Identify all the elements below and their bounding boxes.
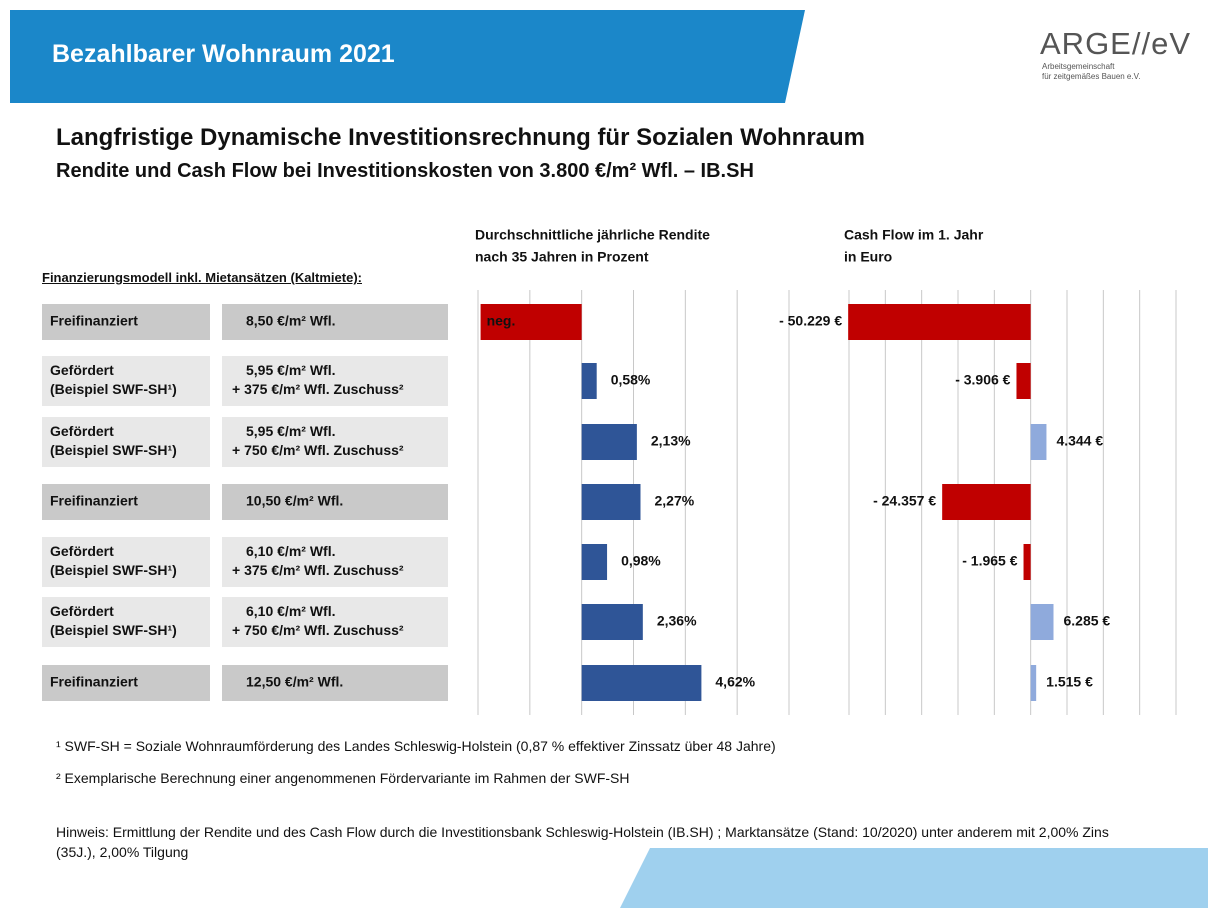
header-band [10,10,805,103]
rent-text: 6,10 €/m² Wfl. [246,603,335,619]
footnote: ² Exemplarische Berechnung einer angenom… [56,770,630,786]
bar [581,363,597,399]
model-cell [42,665,210,701]
model-cell [42,484,210,520]
value-label: - 24.357 € [873,493,936,509]
model-text: Freifinanziert [50,313,138,329]
rent-text: 12,50 €/m² Wfl. [246,674,343,690]
rent-text: + 375 €/m² Wfl. Zuschuss² [232,562,404,578]
bar [942,484,1031,520]
rent-cell [222,417,448,467]
value-label: neg. [487,313,516,329]
value-label: - 1.965 € [962,553,1017,569]
bar [581,665,702,701]
model-text: Gefördert [50,543,114,559]
model-text: Gefördert [50,423,114,439]
rent-text: 5,95 €/m² Wfl. [246,423,335,439]
table-heading: Finanzierungsmodell inkl. Mietansätzen (… [42,270,362,285]
model-cell [42,537,210,587]
bar [1030,424,1047,460]
note: Hinweis: Ermittlung der Rendite und des … [56,824,1109,860]
value-label: 2,13% [651,433,691,449]
chart-title: Cash Flow im 1. Jahr [844,227,984,243]
value-label: 0,58% [611,372,651,388]
chart-title: in Euro [844,249,892,265]
logo-line: Arbeitsgemeinschaft [1042,62,1115,71]
bar [1016,363,1031,399]
chart-title: nach 35 Jahren in Prozent [475,249,649,265]
model-cell [42,597,210,647]
model-text: Freifinanziert [50,493,138,509]
rent-text: + 750 €/m² Wfl. Zuschuss² [232,442,404,458]
rent-text: 5,95 €/m² Wfl. [246,362,335,378]
model-cell [42,356,210,406]
logo-line: für zeitgemäßes Bauen e.V. [1042,72,1141,81]
rent-text: 6,10 €/m² Wfl. [246,543,335,559]
bar [581,484,641,520]
logo: ARGE//eV [1040,26,1191,61]
title: Langfristige Dynamische Investitionsrech… [56,124,866,151]
bar [581,424,637,460]
model-text: Gefördert [50,362,114,378]
rent-cell [222,484,448,520]
bar [480,304,582,340]
rent-text: + 750 €/m² Wfl. Zuschuss² [232,622,404,638]
value-label: 4.344 € [1056,433,1103,449]
header-title: Bezahlbarer Wohnraum 2021 [52,40,395,68]
model-cell [42,304,210,340]
model-text: (Beispiel SWF-SH¹) [50,622,177,638]
bar [581,604,643,640]
bar [1023,544,1031,580]
value-label: 0,98% [621,553,661,569]
model-text: Freifinanziert [50,674,138,690]
model-text: (Beispiel SWF-SH¹) [50,562,177,578]
bar [1030,665,1037,701]
rent-cell [222,304,448,340]
rent-text: + 375 €/m² Wfl. Zuschuss² [232,381,404,397]
rent-cell [222,537,448,587]
bar [581,544,608,580]
bar [848,304,1031,340]
footer-band [620,848,1208,908]
rent-text: 8,50 €/m² Wfl. [246,313,335,329]
rent-cell [222,665,448,701]
model-text: (Beispiel SWF-SH¹) [50,442,177,458]
rent-cell [222,597,448,647]
value-label: 4,62% [715,674,755,690]
model-text: Gefördert [50,603,114,619]
subtitle: Rendite und Cash Flow bei Investitionsko… [56,160,754,182]
model-text: (Beispiel SWF-SH¹) [50,381,177,397]
model-cell [42,417,210,467]
rent-text: 10,50 €/m² Wfl. [246,493,343,509]
rent-cell [222,356,448,406]
value-label: 2,36% [657,613,697,629]
footnote: ¹ SWF-SH = Soziale Wohnraumförderung des… [56,738,776,754]
value-label: 2,27% [654,493,694,509]
value-label: 1.515 € [1046,674,1093,690]
value-label: 6.285 € [1064,613,1111,629]
value-label: - 3.906 € [955,372,1010,388]
value-label: - 50.229 € [779,313,842,329]
bar [1030,604,1054,640]
chart-title: Durchschnittliche jährliche Rendite [475,227,710,243]
